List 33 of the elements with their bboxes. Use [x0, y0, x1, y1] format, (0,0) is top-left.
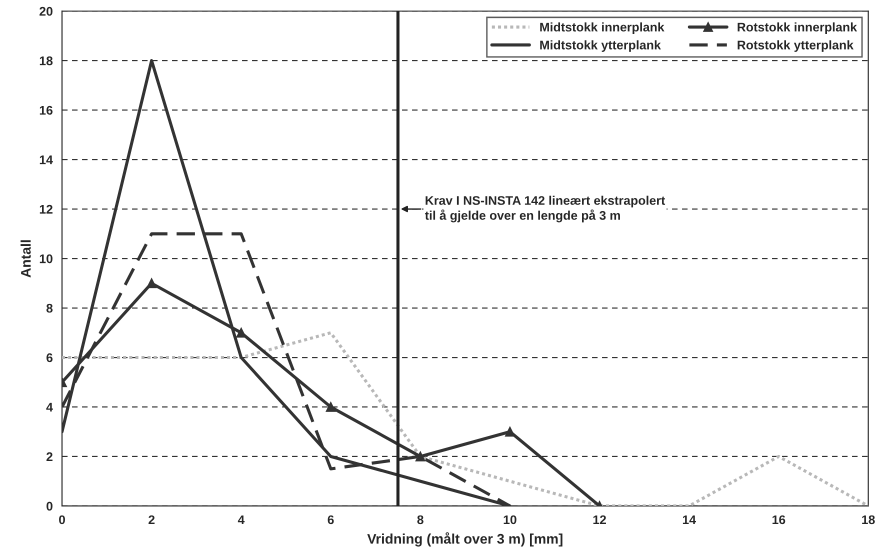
point — [326, 402, 336, 412]
legend-label: Midtstokk innerplank — [540, 22, 664, 34]
y-tick-label: 16 — [40, 106, 53, 115]
y-tick-label: 8 — [46, 304, 53, 313]
point — [505, 426, 515, 437]
y-tick-label: 14 — [40, 156, 53, 164]
x-tick-label: 0 — [59, 515, 65, 524]
x-tick-label: 18 — [862, 515, 875, 524]
y-tick-label: 6 — [46, 353, 53, 362]
y-tick-label: 10 — [40, 254, 52, 264]
point — [415, 452, 426, 462]
x-tick-label: 10 — [504, 515, 516, 524]
x-tick-label: 8 — [417, 515, 424, 524]
x-tick-label: 16 — [772, 515, 786, 524]
y-tick-label: 12 — [40, 204, 52, 214]
x-tick-label: 4 — [238, 515, 245, 524]
legend-label: Midtstokk ytterplank — [540, 40, 661, 52]
y-tick-label: 0 — [46, 502, 52, 511]
legend-label: Rotstokk innerplank — [738, 22, 858, 34]
x-tick-label: 6 — [328, 515, 334, 524]
y-tick-label: 4 — [46, 402, 53, 412]
x-tick-label: 14 — [682, 515, 696, 524]
x-tick-label: 12 — [593, 515, 606, 524]
y-tick-label: 20 — [40, 6, 52, 16]
point — [236, 328, 246, 338]
y-axis-title: Antall — [20, 240, 31, 278]
legend-label: Rotstokk ytterplank — [738, 40, 854, 52]
point — [146, 278, 156, 288]
y-tick-label: 2 — [46, 452, 52, 462]
x-axis-title: Vridning (målt over 3 m) [mm] — [367, 532, 562, 547]
annotation: Krav I NS-INSTA 142 lineært ekstrapolert til å gjelde over en lengde på 3 m — [424, 196, 666, 222]
x-tick-label: 2 — [148, 515, 155, 524]
y-tick-label: 18 — [40, 56, 53, 66]
